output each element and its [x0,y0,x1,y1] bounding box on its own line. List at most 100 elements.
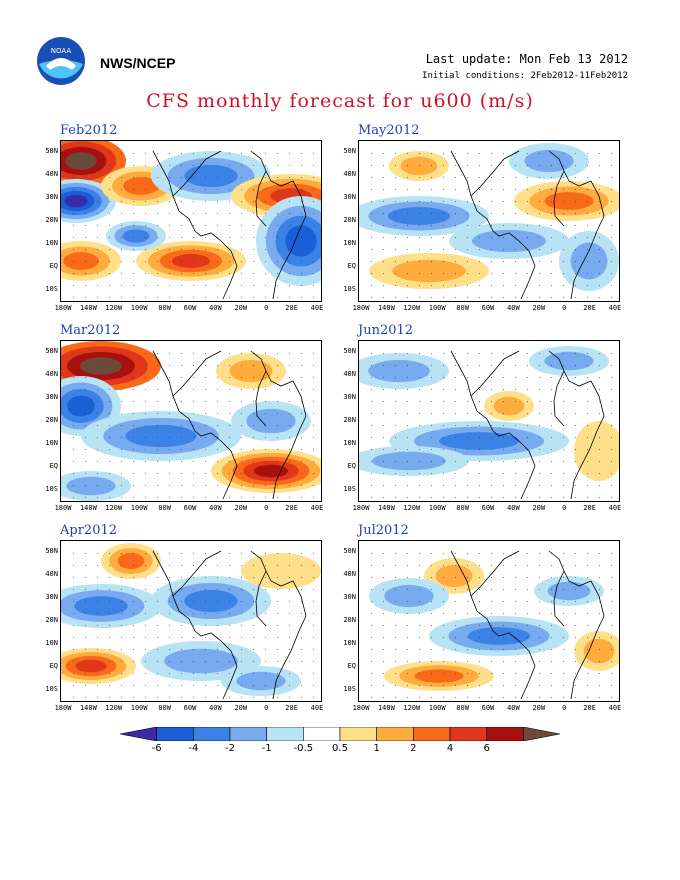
y-tick-label: EQ [49,262,58,270]
x-tick-label: 120W [403,704,421,712]
page-title: CFS monthly forecast for u600 (m/s) [146,90,534,112]
panel-title-jun2012: Jun2012 [358,323,414,338]
contour-region [184,164,238,188]
contour-region [414,669,464,683]
colorbar-swatch [376,727,414,741]
x-tick-label: 0 [562,304,567,312]
x-tick-label: 20W [532,504,546,512]
x-tick-label: 20W [532,704,546,712]
map-panel-feb2012 [60,140,322,302]
coastline [450,150,605,300]
contour-region [384,584,434,608]
y-tick-label: 20N [343,416,356,424]
colorbar-swatch [193,727,231,741]
y-tick-label: 10S [45,685,58,693]
y-tick-label: 30N [45,593,58,601]
x-tick-label: 140W [377,304,395,312]
contour-region [400,156,438,176]
contour-region [63,252,99,270]
x-tick-label: 60W [481,704,495,712]
y-tick-label: 10N [343,239,356,247]
x-tick-label: 100W [428,304,446,312]
y-tick-label: 50N [343,547,356,555]
y-tick-label: 50N [45,147,58,155]
agency-name: NWS/NCEP [100,55,176,71]
map-panel-jul2012 [358,540,620,702]
contour-region [66,476,116,496]
y-tick-label: EQ [49,662,58,670]
x-tick-label: 120W [403,504,421,512]
x-tick-label: 20W [234,304,248,312]
coastline [152,550,307,700]
x-tick-label: 40W [209,504,222,512]
colorbar-swatch [486,727,524,741]
colorbar-label: 1 [373,743,380,754]
contour-region [372,451,446,471]
panel-title-may2012: May2012 [358,123,420,138]
x-tick-label: 140W [377,704,395,712]
x-tick-label: 20W [234,504,248,512]
x-tick-label: 40W [209,304,222,312]
colorbar-swatch [339,727,377,741]
colorbar-swatch [229,727,267,741]
colorbar-swatch [523,727,560,741]
x-tick-label: 80W [456,504,469,512]
x-tick-label: 60W [183,504,197,512]
x-tick-label: 20E [583,704,596,712]
contour-region [125,424,197,448]
x-tick-label: 40W [507,304,520,312]
contour-region [435,564,473,588]
panel-title-jul2012: Jul2012 [358,523,409,538]
colorbar-label: -4 [188,743,199,754]
map-field-may2012 [359,143,619,300]
y-tick-label: EQ [347,662,356,670]
y-tick-label: 10S [45,285,58,293]
y-tick-label: 10S [343,485,356,493]
panel-title-feb2012: Feb2012 [60,123,118,138]
contour-region [392,259,466,283]
colorbar-label: -1 [261,743,272,754]
y-tick-label: EQ [347,262,356,270]
map-field-jul2012 [369,550,619,700]
initial-conditions: Initial conditions: 2Feb2012-11Feb2012 [422,71,628,81]
x-tick-label: 0 [264,304,269,312]
x-tick-label: 100W [130,504,148,512]
contour-region [64,194,88,208]
x-tick-label: 100W [130,704,148,712]
contour-region [524,149,574,173]
map-panel-mar2012 [60,340,322,502]
map-field-apr2012 [61,543,321,700]
y-tick-label: 10N [343,439,356,447]
contour-region [80,357,122,375]
x-tick-label: 120W [105,304,123,312]
map-panel-apr2012 [60,540,322,702]
y-tick-label: 50N [343,147,356,155]
contour-region [65,152,97,170]
x-tick-label: 40E [310,304,324,312]
colorbar-label: -2 [225,743,235,754]
contour-region [439,432,519,450]
colorbar-label: 0.5 [332,743,348,754]
x-tick-label: 180W [352,504,370,512]
contour-region [123,177,159,195]
contour-region [236,671,286,691]
y-tick-label: 30N [45,393,58,401]
x-tick-label: 80W [158,304,171,312]
contour-region [122,229,150,243]
map-field-feb2012 [61,141,321,300]
y-tick-label: 40N [45,370,58,378]
contour-region [544,192,594,210]
x-tick-label: 20E [583,304,596,312]
x-tick-label: 40W [209,704,222,712]
coastline [450,350,605,500]
y-tick-label: 40N [45,570,58,578]
y-tick-label: EQ [49,462,58,470]
x-tick-label: 180W [352,704,370,712]
x-tick-label: 20W [234,704,248,712]
y-tick-label: 10S [343,685,356,693]
contour-region [472,229,546,253]
x-tick-label: 60W [183,704,197,712]
contour-region [570,242,608,280]
x-tick-label: 140W [79,704,97,712]
contour-region [74,596,128,616]
